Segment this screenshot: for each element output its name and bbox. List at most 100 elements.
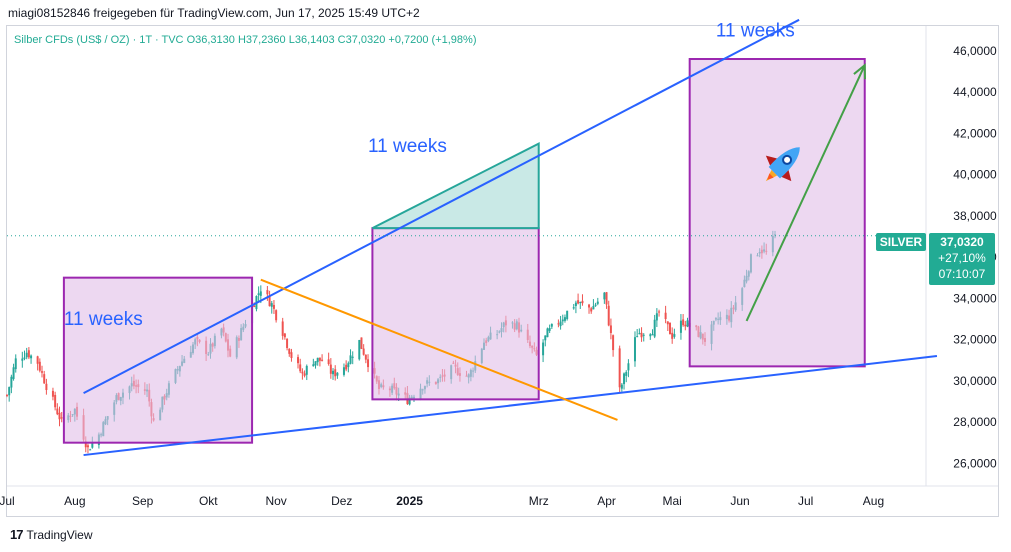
candle-body [334, 369, 337, 377]
x-tick-label: Mai [663, 494, 682, 508]
candle-body [25, 352, 28, 358]
annotation-label: 11 weeks [716, 20, 795, 41]
candle-body [557, 323, 560, 325]
x-tick-label: Jul [0, 494, 15, 508]
candle-body [546, 328, 549, 338]
candle-body [572, 307, 575, 309]
drawings [7, 18, 938, 457]
candle-body [286, 339, 289, 348]
candle-body [633, 337, 636, 362]
candle-body [321, 359, 324, 361]
candle-body [299, 364, 302, 372]
candle-body [12, 367, 15, 379]
candle-body [682, 319, 685, 326]
symbol-legend: Silber CFDs (US$ / OZ) · 1T · TVC O36,31… [14, 34, 476, 46]
candle-body [618, 348, 621, 388]
price-tag-change: +27,10% [938, 251, 986, 265]
y-tick-label: 44,0000 [953, 85, 997, 99]
legend-ohlc: O36,3130 H37,2360 L36,1403 C37,0320 +0,7… [186, 34, 477, 46]
candle-body [60, 417, 63, 419]
candle-body [588, 304, 591, 308]
candle-body [673, 334, 676, 337]
x-tick-label: Jul [798, 494, 813, 508]
y-tick-label: 34,0000 [953, 291, 997, 305]
candle-body [314, 361, 317, 366]
candle-body [257, 293, 260, 296]
candle-body [345, 364, 348, 370]
price-tag-box [929, 233, 995, 285]
annotation-label: 11 weeks [368, 136, 447, 157]
candle-body [89, 449, 92, 451]
range-box [371, 227, 540, 401]
candle-body [360, 337, 363, 349]
y-tick-label: 32,0000 [953, 333, 997, 347]
candle-body [297, 357, 300, 364]
candle-body [358, 340, 361, 360]
range-box [688, 58, 866, 368]
x-tick-label: 2025 [396, 494, 423, 508]
candle-body [253, 305, 256, 308]
candle-body [658, 311, 661, 313]
candle-body [362, 348, 365, 355]
candle-body [559, 321, 562, 327]
price-tag: SILVER 37,0320 +27,10% 07:10:07 [876, 233, 995, 285]
share-header: miagi08152846 freigegeben für TradingVie… [8, 6, 420, 20]
candle-body [327, 359, 330, 365]
candle-body [364, 354, 367, 360]
candle-body [651, 334, 654, 336]
annotation-label: 11 weeks [64, 309, 143, 330]
y-tick-label: 38,0000 [953, 209, 997, 223]
candle-body [268, 295, 271, 307]
range-box [62, 276, 254, 444]
candle-body [649, 334, 652, 337]
candle-body [594, 304, 597, 306]
x-tick-label: Nov [265, 494, 286, 508]
lower-trendline [83, 355, 938, 457]
price-axis: 26,000028,000030,000032,000034,000036,00… [953, 44, 997, 471]
candle-body [351, 356, 354, 358]
candle-body [349, 355, 352, 364]
y-tick-label: 42,0000 [953, 126, 997, 140]
candle-body [590, 308, 593, 312]
candle-body [301, 371, 304, 374]
candle-body [43, 374, 46, 384]
candle-body [625, 372, 628, 376]
candle-body [312, 364, 315, 367]
candle-body [684, 324, 687, 327]
candle-body [668, 322, 671, 335]
candle-body [45, 383, 48, 391]
candle-body [303, 373, 306, 376]
candle-body [30, 355, 33, 359]
candle-body [655, 313, 658, 321]
rocket-icon [765, 147, 800, 182]
candle-body [6, 394, 8, 396]
y-tick-label: 46,0000 [953, 44, 997, 58]
candle-body [288, 348, 291, 354]
candle-body [548, 327, 551, 331]
y-tick-label: 26,0000 [953, 456, 997, 470]
candle-body [609, 325, 612, 333]
candle-body [275, 310, 278, 321]
candle-body [664, 312, 667, 320]
x-tick-label: Apr [597, 494, 616, 508]
candle-body [342, 367, 345, 375]
candle-body [686, 320, 689, 327]
candle-body [620, 384, 623, 389]
candle-body [574, 302, 577, 307]
candle-body [542, 342, 545, 356]
candle-body [272, 304, 275, 309]
candle-body [316, 357, 319, 363]
target-arrow [745, 64, 866, 322]
candle-body [21, 358, 24, 361]
candle-body [666, 321, 669, 325]
candle-body [281, 321, 284, 336]
candle-body [577, 300, 580, 304]
upper-trendline [83, 18, 800, 395]
candle-body [283, 333, 286, 338]
candle-body [603, 292, 606, 300]
candle-body [671, 332, 674, 339]
candle-body [607, 305, 610, 326]
candle-body [679, 320, 682, 333]
x-tick-label: Okt [199, 494, 218, 508]
